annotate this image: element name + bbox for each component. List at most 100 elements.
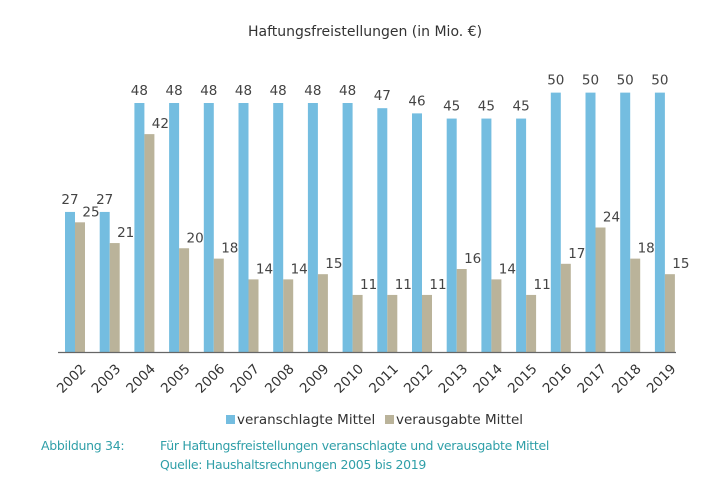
bar-veranschlagt-2005 xyxy=(169,103,180,352)
bar-verausgabt-2011 xyxy=(387,294,398,352)
bar-verausgabt-2003 xyxy=(109,243,120,352)
legend-swatch-veranschlagte xyxy=(226,415,235,424)
x-tick-label-2013: 2013 xyxy=(436,361,472,397)
data-label-veranschlagt-2006: 48 xyxy=(200,83,217,99)
bar-veranschlagt-2016 xyxy=(550,92,561,352)
bar-veranschlagt-2003 xyxy=(99,211,110,352)
bar-verausgabt-2015 xyxy=(526,294,537,352)
bar-verausgabt-2009 xyxy=(317,274,328,352)
bar-verausgabt-2018 xyxy=(630,258,641,352)
bar-veranschlagt-2008 xyxy=(273,103,284,352)
bar-verausgabt-2014 xyxy=(491,279,502,352)
x-tick-label-2012: 2012 xyxy=(401,361,437,397)
legend-label-veranschlagte: veranschlagte Mittel xyxy=(237,412,375,428)
caption-label: Abbildung 34: xyxy=(41,438,125,453)
data-label-veranschlagt-2003: 27 xyxy=(96,192,113,208)
bar-verausgabt-2005 xyxy=(179,248,190,352)
x-tick-label-2016: 2016 xyxy=(540,361,576,397)
data-label-verausgabt-2010: 11 xyxy=(360,277,377,293)
data-label-veranschlagt-2018: 50 xyxy=(617,73,634,89)
data-label-veranschlagt-2010: 48 xyxy=(339,83,356,99)
data-label-veranschlagt-2007: 48 xyxy=(235,83,252,99)
legend-swatch-verausgabte xyxy=(385,415,394,424)
bar-veranschlagt-2019 xyxy=(654,92,665,352)
x-tick-label-2008: 2008 xyxy=(262,361,298,397)
data-label-verausgabt-2008: 14 xyxy=(291,261,308,277)
x-tick-label-2009: 2009 xyxy=(297,361,333,397)
x-tick-label-2003: 2003 xyxy=(89,361,125,397)
data-label-verausgabt-2017: 24 xyxy=(603,210,620,226)
bar-veranschlagt-2004 xyxy=(134,103,145,352)
data-label-verausgabt-2016: 17 xyxy=(568,246,585,262)
x-tick-label-2011: 2011 xyxy=(366,361,402,397)
x-tick-label-2014: 2014 xyxy=(470,361,506,397)
data-label-verausgabt-2004: 42 xyxy=(152,116,169,132)
data-label-veranschlagt-2019: 50 xyxy=(651,73,668,89)
x-tick-label-2006: 2006 xyxy=(193,361,229,397)
bar-veranschlagt-2013 xyxy=(446,118,457,352)
data-label-verausgabt-2005: 20 xyxy=(187,230,204,246)
data-label-veranschlagt-2011: 47 xyxy=(374,88,391,104)
x-tick-label-2010: 2010 xyxy=(331,361,367,397)
caption-text: Für Haftungsfreistellungen veranschlagte… xyxy=(160,438,550,453)
data-label-verausgabt-2002: 25 xyxy=(82,204,99,220)
data-label-verausgabt-2018: 18 xyxy=(638,241,655,257)
legend: veranschlagte Mittel verausgabte Mittel xyxy=(226,412,523,428)
bar-veranschlagt-2011 xyxy=(377,108,388,352)
x-tick-label-2015: 2015 xyxy=(505,361,541,397)
bar-verausgabt-2002 xyxy=(75,222,85,352)
bar-veranschlagt-2014 xyxy=(481,118,492,352)
data-label-verausgabt-2006: 18 xyxy=(221,241,238,257)
data-label-veranschlagt-2005: 48 xyxy=(166,83,183,99)
bar-verausgabt-2019 xyxy=(664,274,675,352)
bar-veranschlagt-2009 xyxy=(307,103,318,352)
data-label-verausgabt-2019: 15 xyxy=(672,256,689,272)
data-label-verausgabt-2015: 11 xyxy=(534,277,551,293)
data-label-verausgabt-2012: 11 xyxy=(429,277,446,293)
bar-verausgabt-2016 xyxy=(560,263,571,352)
legend-label-verausgabte: verausgabte Mittel xyxy=(396,412,523,428)
data-label-verausgabt-2007: 14 xyxy=(256,261,273,277)
data-label-verausgabt-2011: 11 xyxy=(395,277,412,293)
x-tick-label-2002: 2002 xyxy=(54,361,90,397)
bar-verausgabt-2012 xyxy=(422,294,432,352)
bar-veranschlagt-2015 xyxy=(516,118,527,352)
x-tick-label-2005: 2005 xyxy=(158,361,194,397)
bar-verausgabt-2006 xyxy=(213,258,224,352)
bar-veranschlagt-2007 xyxy=(238,103,249,352)
bar-verausgabt-2013 xyxy=(456,269,467,352)
data-label-verausgabt-2009: 15 xyxy=(325,256,342,272)
bar-veranschlagt-2012 xyxy=(412,113,422,352)
data-label-veranschlagt-2015: 45 xyxy=(513,99,530,115)
bar-verausgabt-2004 xyxy=(144,134,155,352)
bar-veranschlagt-2018 xyxy=(620,92,631,352)
x-tick-label-2018: 2018 xyxy=(609,361,645,397)
bar-veranschlagt-2002 xyxy=(65,211,75,352)
data-label-veranschlagt-2013: 45 xyxy=(443,99,460,115)
bar-veranschlagt-2010 xyxy=(342,103,353,352)
chart-title: Haftungsfreistellungen (in Mio. €) xyxy=(248,24,482,40)
bar-veranschlagt-2006 xyxy=(203,103,214,352)
data-label-veranschlagt-2002: 27 xyxy=(61,192,78,208)
x-tick-label-2004: 2004 xyxy=(123,361,159,397)
bar-verausgabt-2010 xyxy=(352,294,363,352)
x-tick-label-2007: 2007 xyxy=(227,361,263,397)
data-label-veranschlagt-2017: 50 xyxy=(582,73,599,89)
bar-verausgabt-2008 xyxy=(283,279,294,352)
data-label-verausgabt-2013: 16 xyxy=(464,251,481,267)
data-label-veranschlagt-2012: 46 xyxy=(408,93,425,109)
data-label-veranschlagt-2016: 50 xyxy=(547,73,564,89)
x-tick-label-2019: 2019 xyxy=(644,361,680,397)
data-label-veranschlagt-2014: 45 xyxy=(478,99,495,115)
data-label-veranschlagt-2004: 48 xyxy=(131,83,148,99)
bar-chart: Haftungsfreistellungen (in Mio. €) 27252… xyxy=(54,24,690,428)
data-label-veranschlagt-2008: 48 xyxy=(270,83,287,99)
data-label-verausgabt-2014: 14 xyxy=(499,261,516,277)
x-tick-label-2017: 2017 xyxy=(574,361,610,397)
caption-source: Quelle: Haushaltsrechnungen 2005 bis 201… xyxy=(160,457,427,472)
bar-veranschlagt-2017 xyxy=(585,92,596,352)
data-label-verausgabt-2003: 21 xyxy=(117,225,134,241)
bar-verausgabt-2007 xyxy=(248,279,259,352)
bar-verausgabt-2017 xyxy=(595,227,606,352)
